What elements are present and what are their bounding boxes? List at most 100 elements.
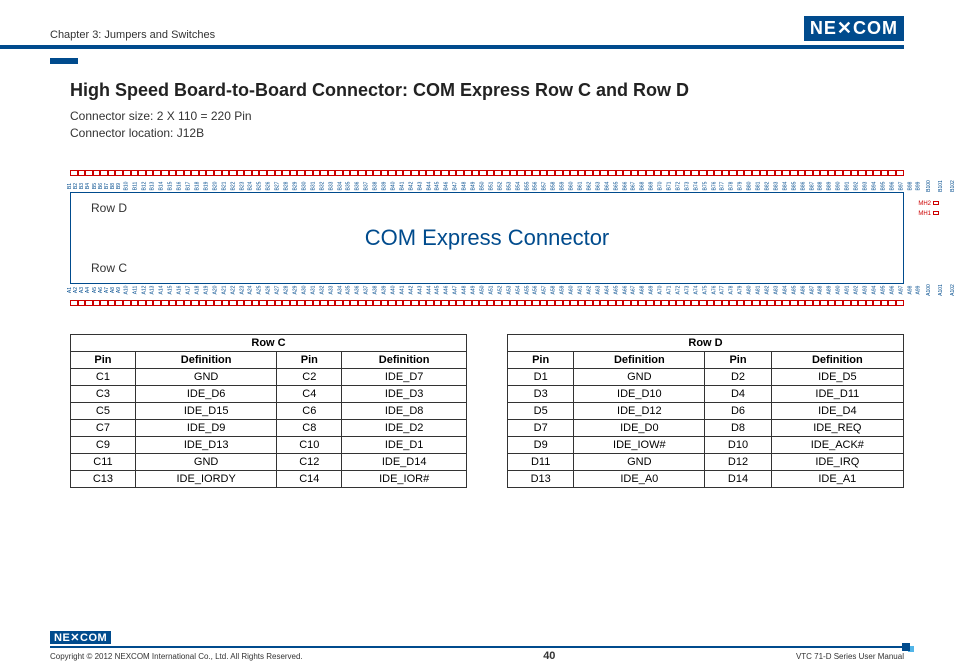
col-header: Pin (277, 351, 342, 368)
manual-name: VTC 71-D Series User Manual (796, 652, 904, 661)
pin (320, 170, 328, 176)
pin (744, 170, 752, 176)
pin (161, 170, 169, 176)
table-cell: IDE_D5 (771, 368, 903, 385)
pin (456, 300, 464, 306)
pin (176, 300, 184, 306)
pin (199, 170, 207, 176)
pin (328, 170, 336, 176)
col-header: Definition (574, 351, 705, 368)
table-cell: C12 (277, 453, 342, 470)
pin (456, 170, 464, 176)
footer-logo: NE✕COM (50, 631, 111, 644)
table-cell: IDE_D13 (135, 436, 276, 453)
connector-size: Connector size: 2 X 110 = 220 Pin (70, 108, 904, 125)
table-cell: IDE_D11 (771, 385, 903, 402)
pin (600, 300, 608, 306)
pin (464, 300, 472, 306)
pin (396, 300, 404, 306)
pin-label: A102 (950, 284, 954, 296)
pin (275, 300, 283, 306)
pin (411, 300, 419, 306)
pin (722, 300, 730, 306)
pin (206, 170, 214, 176)
page-title: High Speed Board-to-Board Connector: COM… (70, 79, 904, 102)
table-cell: C13 (71, 470, 136, 487)
table-cell: C7 (71, 419, 136, 436)
pin (608, 170, 616, 176)
pin (669, 170, 677, 176)
table-row: D11GNDD12IDE_IRQ (508, 453, 904, 470)
pin (290, 170, 298, 176)
table-cell: IDE_A1 (771, 470, 903, 487)
pin (366, 170, 374, 176)
pin (93, 170, 101, 176)
row-c-label: Row C (91, 261, 883, 275)
pin (843, 170, 851, 176)
pin (222, 300, 230, 306)
pin (851, 170, 859, 176)
pin (419, 300, 427, 306)
col-header: Pin (508, 351, 574, 368)
pin (259, 300, 267, 306)
pin (676, 170, 684, 176)
pin (593, 300, 601, 306)
table-cell: IDE_D3 (342, 385, 467, 402)
table-cell: C10 (277, 436, 342, 453)
pin (464, 170, 472, 176)
pin (494, 300, 502, 306)
row-d-label: Row D (91, 201, 883, 215)
pin (767, 170, 775, 176)
pin (434, 300, 442, 306)
pin (502, 170, 510, 176)
pin (358, 170, 366, 176)
table-row: D3IDE_D10D4IDE_D11 (508, 385, 904, 402)
pin (555, 300, 563, 306)
pin (752, 170, 760, 176)
pin (532, 170, 540, 176)
table-cell: D10 (705, 436, 771, 453)
pin (835, 300, 843, 306)
pin (449, 170, 457, 176)
pin (403, 170, 411, 176)
pin (851, 300, 859, 306)
pin (585, 300, 593, 306)
pin (358, 300, 366, 306)
pin (411, 170, 419, 176)
pin (578, 170, 586, 176)
pin (888, 170, 896, 176)
table-cell: D2 (705, 368, 771, 385)
pin (843, 300, 851, 306)
pin (472, 300, 480, 306)
pin (722, 170, 730, 176)
pins-top (70, 166, 904, 180)
copyright-text: Copyright © 2012 NEXCOM International Co… (50, 652, 303, 661)
pin (305, 170, 313, 176)
pin (752, 300, 760, 306)
pin (616, 300, 624, 306)
pin (146, 300, 154, 306)
table-cell: D12 (705, 453, 771, 470)
pin (699, 170, 707, 176)
table-cell: GND (135, 453, 276, 470)
pin (563, 170, 571, 176)
pin-label: B101 (938, 180, 950, 192)
table-cell: D4 (705, 385, 771, 402)
pin (252, 300, 260, 306)
pin (525, 300, 533, 306)
table-cell: GND (574, 453, 705, 470)
pin (350, 170, 358, 176)
pin (570, 170, 578, 176)
pin (320, 300, 328, 306)
pin (138, 170, 146, 176)
pin (707, 300, 715, 306)
table-cell: C2 (277, 368, 342, 385)
table-cell: IDE_ACK# (771, 436, 903, 453)
table-cell: D1 (508, 368, 574, 385)
pin (805, 300, 813, 306)
pin (100, 170, 108, 176)
pin (502, 300, 510, 306)
pin (707, 170, 715, 176)
table-row: D13IDE_A0D14IDE_A1 (508, 470, 904, 487)
pin (131, 170, 139, 176)
